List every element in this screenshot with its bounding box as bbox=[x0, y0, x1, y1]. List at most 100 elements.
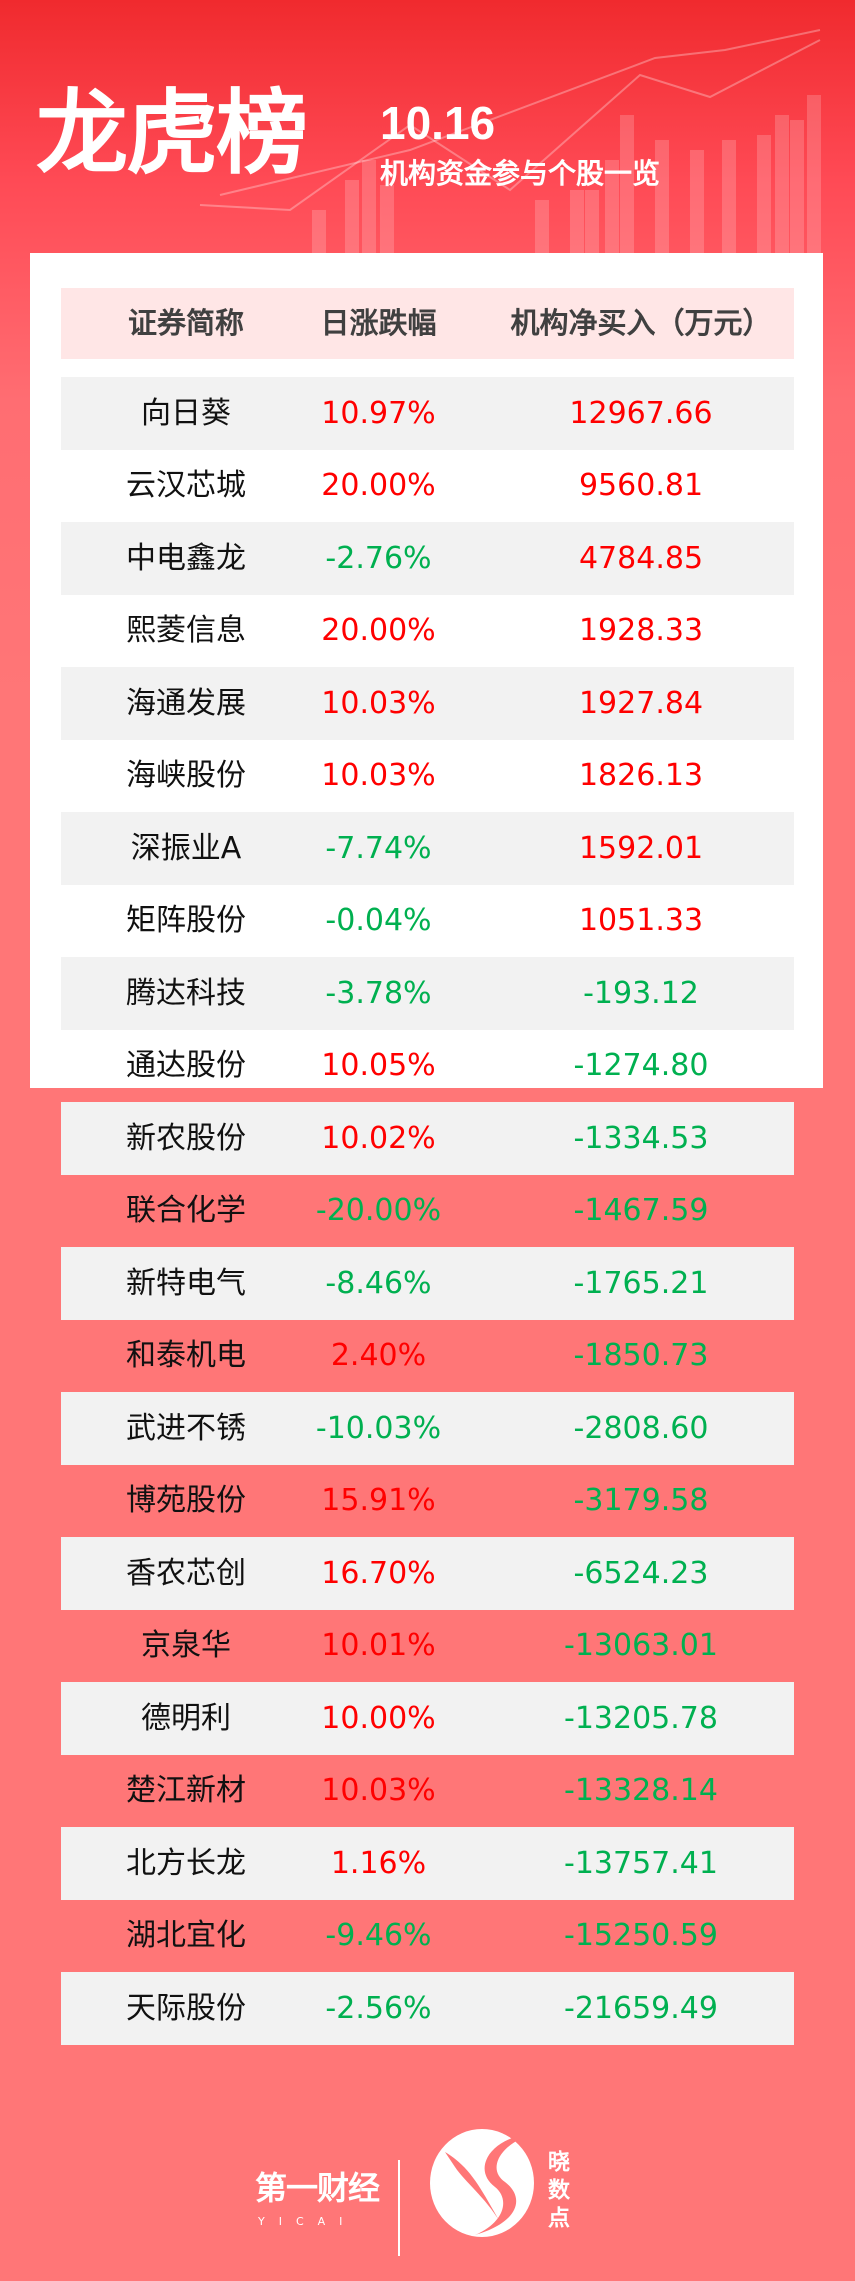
stock-name: 云汉芯城 bbox=[126, 468, 246, 503]
stock-name: 香农芯创 bbox=[126, 1555, 246, 1591]
table-row: 腾达科技 -3.78% -193.12 bbox=[61, 957, 794, 1030]
daily-change: 10.02% bbox=[321, 1120, 436, 1156]
stock-name: 中电鑫龙 bbox=[126, 540, 246, 576]
table-row: 博苑股份 15.91% -3179.58 bbox=[61, 1465, 794, 1538]
column-header-name: 证券简称 bbox=[127, 306, 244, 340]
daily-change: -9.46% bbox=[325, 1918, 432, 1953]
stock-name: 熙菱信息 bbox=[126, 613, 246, 648]
stock-name: 向日葵 bbox=[141, 395, 231, 431]
table-card: 证券简称 日涨跌幅 机构净买入（万元） 向日葵 10.97% 12967.66 云汉芯… bbox=[30, 253, 823, 2045]
xiaoshudian-logo-text: 晓数点 bbox=[544, 2150, 569, 2234]
table-row: 武进不锈 -10.03% -2808.60 bbox=[61, 1392, 794, 1465]
chart-decoration bbox=[199, 29, 821, 260]
institution-net-buy: -193.12 bbox=[583, 975, 699, 1011]
table-row: 向日葵 10.97% 12967.66 bbox=[61, 377, 794, 450]
institution-net-buy: -6524.23 bbox=[573, 1555, 709, 1591]
daily-change: 10.05% bbox=[321, 1048, 436, 1083]
table-row: 香农芯创 16.70% -6524.23 bbox=[61, 1537, 794, 1610]
logo-divider bbox=[398, 2160, 400, 2256]
institution-net-buy: 9560.81 bbox=[578, 468, 704, 503]
table-header: 证券简称 日涨跌幅 机构净买入（万元） bbox=[61, 288, 794, 359]
daily-change: 15.91% bbox=[321, 1483, 436, 1518]
institution-net-buy: -13063.01 bbox=[564, 1628, 718, 1663]
stock-name: 矩阵股份 bbox=[126, 903, 246, 938]
yicai-logo: 第一财经 bbox=[255, 2169, 380, 2207]
stock-name: 和泰机电 bbox=[126, 1338, 246, 1373]
daily-change: 2.40% bbox=[330, 1338, 427, 1373]
daily-change: 16.70% bbox=[321, 1555, 436, 1591]
institution-net-buy: -21659.49 bbox=[564, 1990, 718, 2026]
table-row: 联合化学 -20.00% -1467.59 bbox=[61, 1175, 794, 1248]
institution-net-buy: 12967.66 bbox=[569, 395, 713, 431]
table-row: 北方长龙 1.16% -13757.41 bbox=[61, 1827, 794, 1900]
table-row: 深振业A -7.74% 1592.01 bbox=[61, 812, 794, 885]
daily-change: -7.74% bbox=[325, 830, 432, 866]
table-row: 通达股份 10.05% -1274.80 bbox=[61, 1030, 794, 1103]
daily-change: 10.03% bbox=[321, 685, 436, 721]
table-row: 京泉华 10.01% -13063.01 bbox=[61, 1610, 794, 1683]
institution-net-buy: -2808.60 bbox=[573, 1410, 709, 1446]
daily-change: 10.97% bbox=[321, 395, 436, 431]
institution-net-buy: -13328.14 bbox=[564, 1773, 718, 1808]
institution-net-buy: -1274.80 bbox=[573, 1048, 709, 1083]
daily-change: -3.78% bbox=[325, 975, 432, 1011]
stock-name: 天际股份 bbox=[126, 1990, 246, 2026]
daily-change: 10.03% bbox=[321, 1773, 436, 1808]
daily-change: 1.16% bbox=[330, 1845, 427, 1881]
table-row: 海通发展 10.03% 1927.84 bbox=[61, 667, 794, 740]
stock-name: 海通发展 bbox=[126, 685, 246, 721]
table-row: 楚江新材 10.03% -13328.14 bbox=[61, 1755, 794, 1828]
daily-change: 20.00% bbox=[321, 613, 436, 648]
daily-change: -20.00% bbox=[315, 1193, 442, 1228]
daily-change: 10.00% bbox=[321, 1700, 436, 1736]
institution-net-buy: 1928.33 bbox=[578, 613, 704, 648]
institution-net-buy: -15250.59 bbox=[564, 1918, 718, 1953]
table-row: 中电鑫龙 -2.76% 4784.85 bbox=[61, 522, 794, 595]
institution-net-buy: -3179.58 bbox=[573, 1483, 709, 1518]
xiaoshudian-logo-icon bbox=[430, 2129, 534, 2237]
stock-name: 腾达科技 bbox=[126, 975, 246, 1011]
institution-net-buy: 1051.33 bbox=[578, 903, 704, 938]
table-row: 云汉芯城 20.00% 9560.81 bbox=[61, 450, 794, 523]
stock-name: 湖北宜化 bbox=[126, 1918, 246, 1953]
institution-net-buy: 1592.01 bbox=[578, 830, 704, 866]
institution-net-buy: 4784.85 bbox=[578, 540, 704, 576]
column-header-net-buy: 机构净买入（万元） bbox=[510, 306, 772, 340]
stock-name: 新特电气 bbox=[126, 1265, 246, 1301]
daily-change: -2.76% bbox=[325, 540, 432, 576]
table-row: 和泰机电 2.40% -1850.73 bbox=[61, 1320, 794, 1393]
table-row: 新特电气 -8.46% -1765.21 bbox=[61, 1247, 794, 1320]
table-row: 德明利 10.00% -13205.78 bbox=[61, 1682, 794, 1755]
institution-net-buy: 1927.84 bbox=[578, 685, 704, 721]
stock-name: 京泉华 bbox=[141, 1628, 231, 1663]
institution-net-buy: -1467.59 bbox=[573, 1193, 709, 1228]
institution-net-buy: -1334.53 bbox=[573, 1120, 709, 1156]
stock-name: 德明利 bbox=[141, 1700, 231, 1736]
page-subtitle: 机构资金参与个股一览 bbox=[380, 157, 661, 190]
table-row: 湖北宜化 -9.46% -15250.59 bbox=[61, 1900, 794, 1973]
daily-change: 20.00% bbox=[321, 468, 436, 503]
stock-name: 海峡股份 bbox=[126, 758, 246, 793]
table-row: 矩阵股份 -0.04% 1051.33 bbox=[61, 885, 794, 958]
table-row: 新农股份 10.02% -1334.53 bbox=[61, 1102, 794, 1175]
table-row: 熙菱信息 20.00% 1928.33 bbox=[61, 595, 794, 668]
institution-net-buy: 1826.13 bbox=[578, 758, 704, 793]
daily-change: -8.46% bbox=[325, 1265, 432, 1301]
daily-change: 10.03% bbox=[321, 758, 436, 793]
daily-change: 10.01% bbox=[321, 1628, 436, 1663]
stock-name: 博苑股份 bbox=[126, 1483, 246, 1518]
stock-name: 北方长龙 bbox=[126, 1845, 246, 1881]
date-label: 10.16 bbox=[380, 97, 496, 149]
institution-net-buy: -13757.41 bbox=[564, 1845, 718, 1881]
daily-change: -10.03% bbox=[315, 1410, 442, 1446]
daily-change: -0.04% bbox=[325, 903, 432, 938]
stock-name: 深振业A bbox=[130, 830, 242, 866]
stock-name: 新农股份 bbox=[126, 1120, 246, 1156]
institution-net-buy: -1765.21 bbox=[573, 1265, 709, 1301]
stock-name: 通达股份 bbox=[126, 1048, 246, 1083]
daily-change: -2.56% bbox=[325, 1990, 432, 2026]
stock-name: 联合化学 bbox=[126, 1193, 246, 1228]
table-row: 天际股份 -2.56% -21659.49 bbox=[61, 1972, 794, 2045]
stock-name: 武进不锈 bbox=[126, 1410, 246, 1446]
